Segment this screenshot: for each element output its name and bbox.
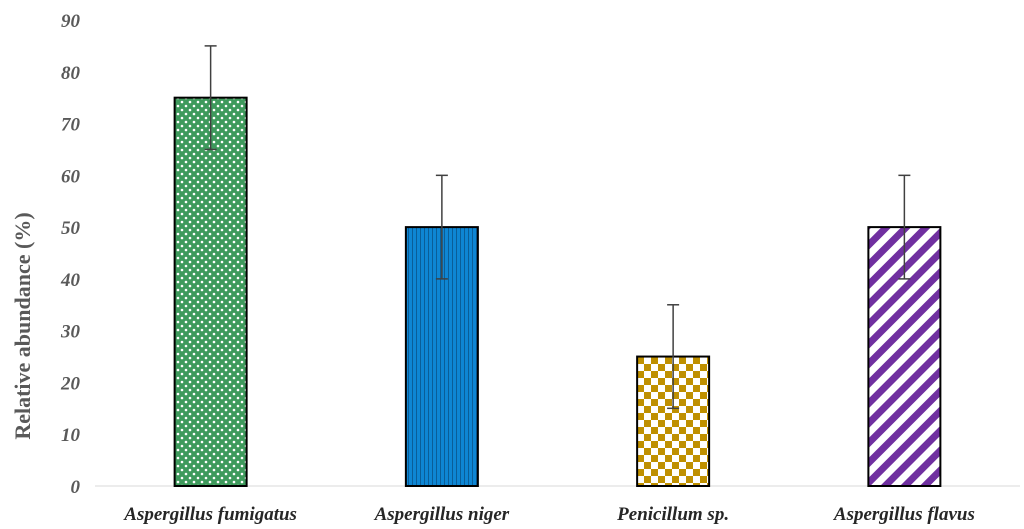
y-tick-label: 0 [71, 477, 81, 498]
bars [173, 96, 942, 488]
error-bar [435, 174, 448, 280]
y-tick-label: 10 [61, 425, 81, 446]
x-category-label: Aspergillus fumigatus [123, 504, 297, 525]
error-bar [667, 304, 680, 410]
y-tick-label: 70 [61, 115, 81, 136]
y-tick-label: 20 [60, 373, 81, 394]
bar-aspergillus-fumigatus [173, 96, 248, 488]
x-axis-categories: Aspergillus fumigatus Aspergillus niger Pe… [123, 504, 975, 525]
y-tick-label: 60 [61, 166, 81, 187]
y-tick-label: 50 [61, 218, 81, 239]
x-category-label: Aspergillus flavus [833, 504, 975, 525]
x-category-label: Aspergillus niger [374, 504, 510, 525]
y-axis-ticks: 0 10 20 30 40 50 60 70 80 90 [60, 11, 81, 498]
error-bars [204, 45, 911, 410]
error-bar [204, 45, 217, 151]
y-axis-title: Relative abundance (%) [10, 212, 35, 439]
y-tick-label: 80 [61, 63, 81, 84]
y-tick-label: 30 [60, 322, 81, 343]
error-bar [898, 174, 911, 280]
x-category-label: Penicillum sp. [616, 504, 729, 525]
y-tick-label: 40 [60, 270, 81, 291]
y-tick-label: 90 [61, 11, 81, 32]
